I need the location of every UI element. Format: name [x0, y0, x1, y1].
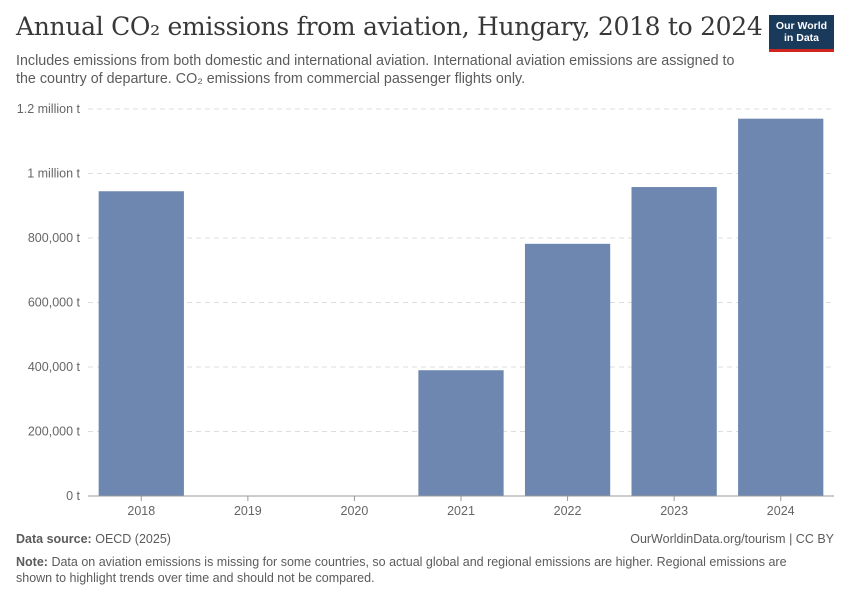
logo-line-1: Our World	[775, 20, 828, 32]
data-source-link[interactable]: OECD (2025)	[95, 532, 171, 546]
license-link[interactable]: OurWorldinData.org/tourism | CC BY	[630, 532, 834, 546]
y-tick-label: 600,000 t	[28, 296, 81, 310]
x-tick-label: 2018	[127, 504, 155, 518]
chart-title: Annual CO₂ emissions from aviation, Hung…	[16, 12, 763, 41]
note-text: Data on aviation emissions is missing fo…	[16, 555, 787, 585]
logo-line-2: in Data	[783, 32, 819, 44]
note-label: Note:	[16, 555, 48, 569]
y-tick-label: 200,000 t	[28, 425, 81, 439]
bar	[524, 243, 611, 496]
chart-note: Note: Data on aviation emissions is miss…	[16, 554, 816, 586]
x-tick-label: 2024	[767, 504, 795, 518]
chart-subtitle: Includes emissions from both domestic an…	[16, 53, 735, 87]
bar	[631, 187, 717, 497]
data-source: Data source: OECD (2025)	[16, 532, 171, 546]
y-tick-label: 400,000 t	[28, 360, 81, 374]
x-tick-label: 2020	[341, 504, 369, 518]
y-tick-label: 1.2 million t	[17, 102, 81, 116]
owid-logo[interactable]: Our World in Data	[769, 15, 834, 52]
x-tick-label: 2021	[447, 504, 475, 518]
y-tick-label: 0 t	[66, 489, 80, 503]
bar	[418, 370, 504, 496]
data-source-label: Data source:	[16, 532, 92, 546]
bar	[98, 191, 184, 497]
y-tick-label: 800,000 t	[28, 231, 81, 245]
x-tick-label: 2019	[234, 504, 262, 518]
x-tick-label: 2023	[660, 504, 688, 518]
x-tick-label: 2022	[554, 504, 582, 518]
bar	[738, 118, 824, 497]
y-tick-label: 1 million t	[27, 167, 80, 181]
